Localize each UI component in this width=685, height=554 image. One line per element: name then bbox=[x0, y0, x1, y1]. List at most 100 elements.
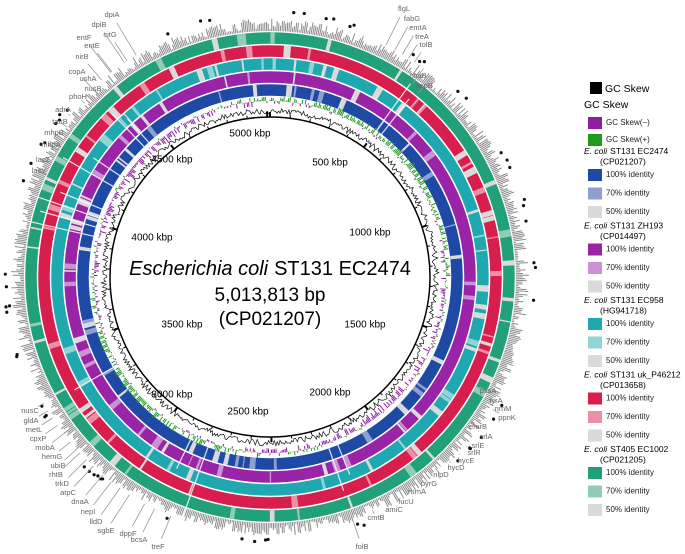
skew-bar bbox=[304, 99, 307, 105]
low-identity bbox=[166, 459, 175, 472]
gene-tick bbox=[473, 137, 478, 140]
gene-label: emtA bbox=[409, 23, 427, 32]
gene-tick bbox=[444, 100, 449, 105]
skew-bar bbox=[370, 129, 374, 134]
skew-bar bbox=[154, 408, 157, 411]
gene-tick bbox=[295, 22, 298, 33]
skew-bar bbox=[182, 429, 184, 432]
gene-tick bbox=[130, 482, 136, 491]
gene-tick bbox=[208, 30, 211, 39]
gene-tick bbox=[401, 59, 409, 70]
gene-label: emrB bbox=[469, 422, 487, 431]
low-identity bbox=[211, 38, 220, 51]
gene-tick bbox=[512, 233, 525, 237]
gene-tick bbox=[138, 59, 143, 67]
gene-tick bbox=[305, 22, 309, 34]
gene-tick bbox=[394, 488, 397, 493]
low-identity bbox=[285, 84, 293, 97]
gene-tick bbox=[500, 360, 514, 367]
low-identity bbox=[441, 388, 455, 400]
scale-tick bbox=[112, 227, 118, 231]
skew-bar bbox=[99, 336, 105, 340]
group-title: E. coli ST405 EC1002 bbox=[584, 444, 669, 454]
skew-bar bbox=[153, 412, 159, 419]
skew-bar bbox=[220, 446, 222, 449]
skew-bar bbox=[105, 349, 111, 353]
gene-tick bbox=[398, 61, 403, 68]
skew-bar bbox=[412, 169, 418, 174]
gene-label: hemG bbox=[42, 452, 63, 461]
gene-tick bbox=[382, 49, 387, 59]
gene-tick bbox=[503, 354, 513, 358]
skew-bar bbox=[89, 297, 96, 300]
seam bbox=[93, 157, 121, 177]
scale-label: 5000 kbp bbox=[229, 129, 271, 140]
gene-tick bbox=[191, 35, 195, 44]
gene-tick bbox=[236, 28, 238, 34]
skew-bar bbox=[133, 164, 137, 168]
marker-dot bbox=[82, 465, 86, 469]
gene-tick bbox=[358, 36, 364, 48]
gene-tick bbox=[53, 137, 64, 145]
low-identity bbox=[159, 101, 169, 114]
gene-leader bbox=[470, 421, 481, 429]
gene-tick bbox=[114, 470, 119, 476]
gene-tick bbox=[60, 421, 72, 430]
rings bbox=[3, 11, 538, 544]
gene-tick bbox=[503, 352, 513, 357]
skew-bar bbox=[181, 428, 184, 430]
skew-bar bbox=[413, 364, 421, 370]
scale-tick bbox=[329, 425, 332, 429]
skew-bar bbox=[313, 102, 316, 107]
skew-bar bbox=[416, 359, 424, 365]
gene-tick bbox=[214, 517, 218, 529]
gene-tick bbox=[201, 513, 205, 521]
gene-tick bbox=[158, 53, 162, 57]
gene-tick bbox=[480, 404, 487, 409]
low-identity bbox=[83, 359, 96, 369]
scale-label: 500 kbp bbox=[312, 158, 348, 169]
gene-tick bbox=[93, 454, 101, 463]
skew-bar bbox=[358, 428, 361, 431]
gene-tick bbox=[251, 522, 254, 533]
gene-tick bbox=[251, 23, 254, 32]
scale-tick bbox=[379, 392, 383, 396]
gene-tick bbox=[389, 56, 394, 63]
marker-dot bbox=[479, 435, 483, 440]
legend-swatch bbox=[588, 262, 602, 274]
low-identity bbox=[325, 39, 332, 52]
gene-tick bbox=[210, 26, 215, 38]
skew-bar bbox=[350, 118, 354, 122]
gene-tick bbox=[509, 219, 520, 223]
skew-bar bbox=[107, 207, 115, 212]
low-identity bbox=[365, 459, 374, 472]
skew-bar bbox=[114, 369, 122, 375]
gene-tick bbox=[107, 75, 117, 86]
gene-tick bbox=[173, 40, 179, 50]
gene-tick bbox=[500, 189, 509, 194]
skew-bar bbox=[216, 445, 220, 451]
skew-bar bbox=[394, 148, 399, 153]
skew-bar bbox=[365, 122, 371, 130]
skew-bar bbox=[432, 330, 438, 334]
gene-tick bbox=[85, 446, 93, 454]
gene-tick bbox=[494, 174, 500, 178]
gene-tick bbox=[399, 59, 407, 69]
skew-bar bbox=[212, 441, 214, 444]
skew-bar bbox=[366, 414, 372, 422]
low-identity bbox=[108, 106, 121, 120]
marker-dot bbox=[411, 53, 415, 57]
gene-tick bbox=[242, 19, 245, 33]
low-identity bbox=[410, 98, 420, 109]
skew-bar bbox=[202, 114, 205, 120]
marker-dot bbox=[240, 537, 244, 541]
gene-tick bbox=[416, 473, 425, 483]
low-identity bbox=[393, 69, 403, 81]
gene-tick bbox=[451, 102, 461, 112]
low-identity bbox=[41, 183, 55, 194]
legend-swatch bbox=[588, 280, 602, 293]
skew-bar bbox=[141, 402, 147, 408]
low-identity bbox=[151, 435, 162, 448]
skew-bar bbox=[217, 445, 221, 452]
gene-tick bbox=[300, 520, 303, 528]
